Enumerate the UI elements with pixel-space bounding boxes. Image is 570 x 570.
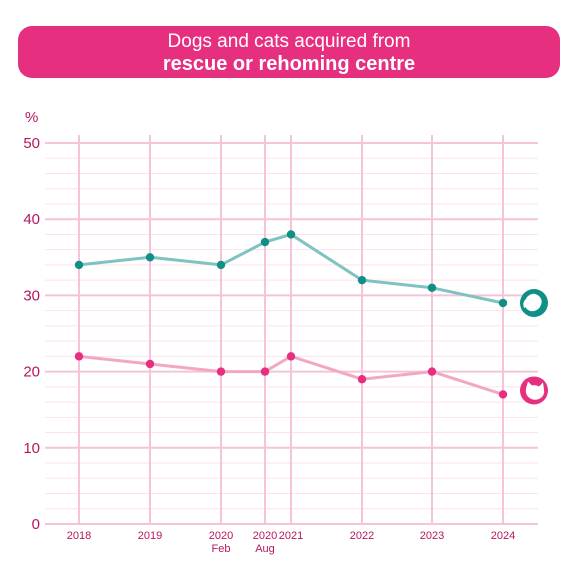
data-point <box>74 352 84 361</box>
x-tick-label: 2024 <box>491 530 515 542</box>
x-tick-sublabel: Aug <box>255 543 275 555</box>
x-tick-label: 2020 <box>209 530 233 542</box>
data-point <box>427 367 437 376</box>
data-point <box>260 237 270 247</box>
data-point <box>498 390 508 399</box>
data-point <box>498 298 508 308</box>
data-point <box>286 352 296 361</box>
data-point <box>357 275 367 285</box>
data-point <box>145 253 155 262</box>
title-banner: Dogs and cats acquired from rescue or re… <box>18 26 560 78</box>
y-tick-label: 30 <box>23 287 40 304</box>
x-tick-label: 2023 <box>420 530 444 542</box>
x-tick-label: 2021 <box>279 530 303 542</box>
y-axis-label: % <box>25 109 38 126</box>
series-layer <box>74 230 508 399</box>
data-point <box>286 230 296 239</box>
chart-title: Dogs and cats acquired from <box>167 31 411 52</box>
series-icons <box>520 289 548 405</box>
grid <box>45 135 538 525</box>
series-line <box>77 232 505 305</box>
y-tick-label: 20 <box>23 364 40 381</box>
x-tick-label: 2018 <box>67 530 91 542</box>
cat-head-shape <box>525 381 545 400</box>
y-tick-label: 10 <box>23 440 40 457</box>
series-line <box>77 354 505 396</box>
y-tick-label: 40 <box>23 211 40 228</box>
y-tick-label: 50 <box>23 135 40 152</box>
data-point <box>216 367 226 376</box>
x-tick-label: 2022 <box>350 530 374 542</box>
chart-subtitle: rescue or rehoming centre <box>162 53 416 75</box>
x-tick-label: 2019 <box>138 530 162 542</box>
x-tick-sublabel: Feb <box>212 543 231 555</box>
data-point <box>427 283 437 292</box>
data-point <box>145 359 155 369</box>
cat-icon <box>520 376 548 405</box>
data-point <box>260 367 270 376</box>
y-tick-label: 0 <box>32 516 40 533</box>
dog-icon <box>520 289 548 318</box>
data-point <box>74 260 84 270</box>
data-point <box>357 375 367 384</box>
x-tick-label: 2020 <box>253 530 277 542</box>
dog-ear-shape <box>523 299 528 309</box>
data-point <box>216 260 226 270</box>
dog-head-shape <box>524 293 542 312</box>
